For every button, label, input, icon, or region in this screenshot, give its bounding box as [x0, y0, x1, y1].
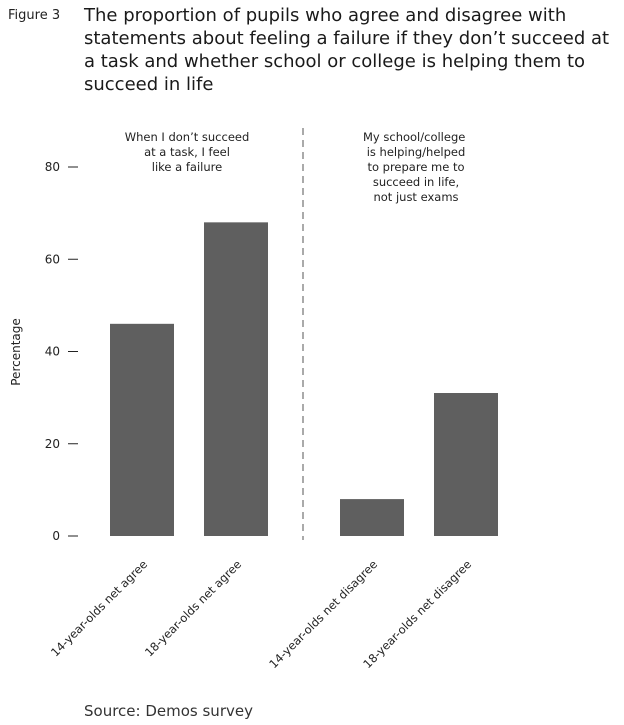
- bar: [434, 393, 498, 536]
- y-axis-title: Percentage: [9, 318, 23, 386]
- source-note: Source: Demos survey: [84, 702, 253, 720]
- panel-label: When I don’t succeed at a task, I feel lik…: [125, 130, 250, 174]
- y-tick-label: 20: [45, 437, 60, 451]
- category-label: 14-year-olds net disagree: [266, 557, 380, 671]
- y-tick-label: 0: [52, 529, 60, 543]
- panel-label: My school/college  is helping/helped to p…: [363, 130, 469, 204]
- category-label: 18-year-olds net disagree: [360, 557, 474, 671]
- y-tick-label: 80: [45, 160, 60, 174]
- category-label: 18-year-olds net agree: [142, 557, 244, 659]
- bar: [110, 324, 174, 536]
- panel-labels: When I don’t succeed at a task, I feel lik…: [125, 130, 469, 204]
- y-tick-label: 40: [45, 345, 60, 359]
- bars: [110, 222, 498, 536]
- bar: [340, 499, 404, 536]
- bar-chart: 0 20 40 60 80 Percentage When I don’t succee…: [0, 0, 624, 700]
- bar: [204, 222, 268, 536]
- y-tick-label: 60: [45, 252, 60, 266]
- y-axis: 0 20 40 60 80: [45, 160, 78, 543]
- category-label: 14-year-olds net agree: [48, 557, 150, 659]
- category-labels: 14-year-olds net agree18-year-olds net a…: [48, 557, 474, 671]
